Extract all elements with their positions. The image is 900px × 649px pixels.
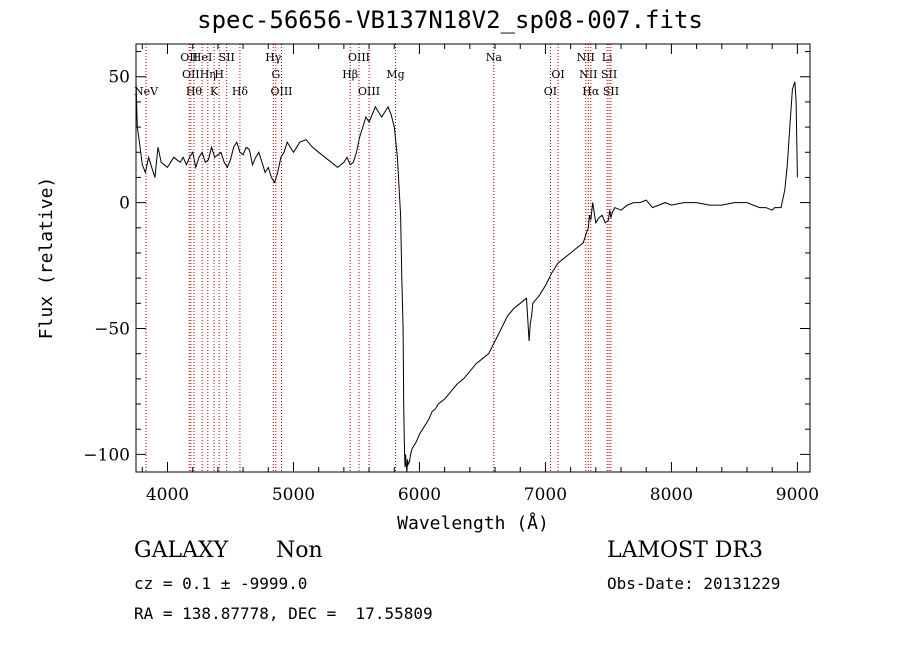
spectral-line-markers: NeVOIIOIIHθHeIHηKHSIIHδHγGOIIIHβOIIIOIII… [134,44,619,472]
x-tick-label: 5000 [272,485,315,505]
line-label: OII [180,51,198,64]
line-label: H [214,68,224,81]
line-label: K [210,85,219,98]
x-axis-label: Wavelength (Å) [397,512,549,534]
line-label: HeI [192,51,212,64]
line-label: SII [603,85,619,98]
spectrum-line [135,81,798,473]
x-tick-label: 9000 [776,485,819,505]
line-label: OIII [348,51,370,64]
y-tick-label: 0 [119,194,130,214]
chart-title: spec-56656-VB137N18V2_sp08-007.fits [197,6,703,34]
x-tick-label: 6000 [398,485,441,505]
line-label: SII [219,51,235,64]
plot-frame [135,43,811,473]
object-class: GALAXY [134,538,229,563]
line-label: NII [577,51,595,64]
y-tick-label: −50 [94,319,130,339]
x-tick-label: 8000 [650,485,693,505]
redshift-cz: cz = 0.1 ± -9999.0 [134,574,308,593]
line-label: Hβ [342,68,358,81]
line-label: OI [544,85,557,98]
line-label: Li [602,51,613,64]
line-label: Na [486,51,503,64]
line-label: NeV [134,85,159,98]
line-label: Hη [200,68,216,81]
line-label: OIII [358,85,380,98]
obs-date: Obs-Date: 20131229 [607,574,781,593]
line-label: OIII [270,85,292,98]
line-label: Mg [386,68,404,81]
line-label: SII [601,68,617,81]
y-axis-label: Flux (relative) [36,177,57,340]
x-tick-label: 7000 [524,485,567,505]
line-label: G [271,68,280,81]
line-label: Hδ [232,85,249,98]
line-label: OI [551,68,564,81]
axis-ticks: 4000 5000 6000 7000 8000 9000 50 0 −50 −100 [83,44,819,505]
y-tick-label: −100 [83,445,130,465]
line-label: NII [579,68,597,81]
ra-dec: RA = 138.87778, DEC = 17.55809 [134,604,433,623]
line-label: Hγ [265,51,282,64]
object-subclass: Non [276,538,323,563]
line-label: OII [182,68,200,81]
y-tick-label: 50 [108,68,130,88]
x-tick-label: 4000 [146,485,189,505]
line-label: Hθ [186,85,203,98]
survey-name: LAMOST DR3 [607,538,763,563]
line-label: Hα [582,85,600,98]
